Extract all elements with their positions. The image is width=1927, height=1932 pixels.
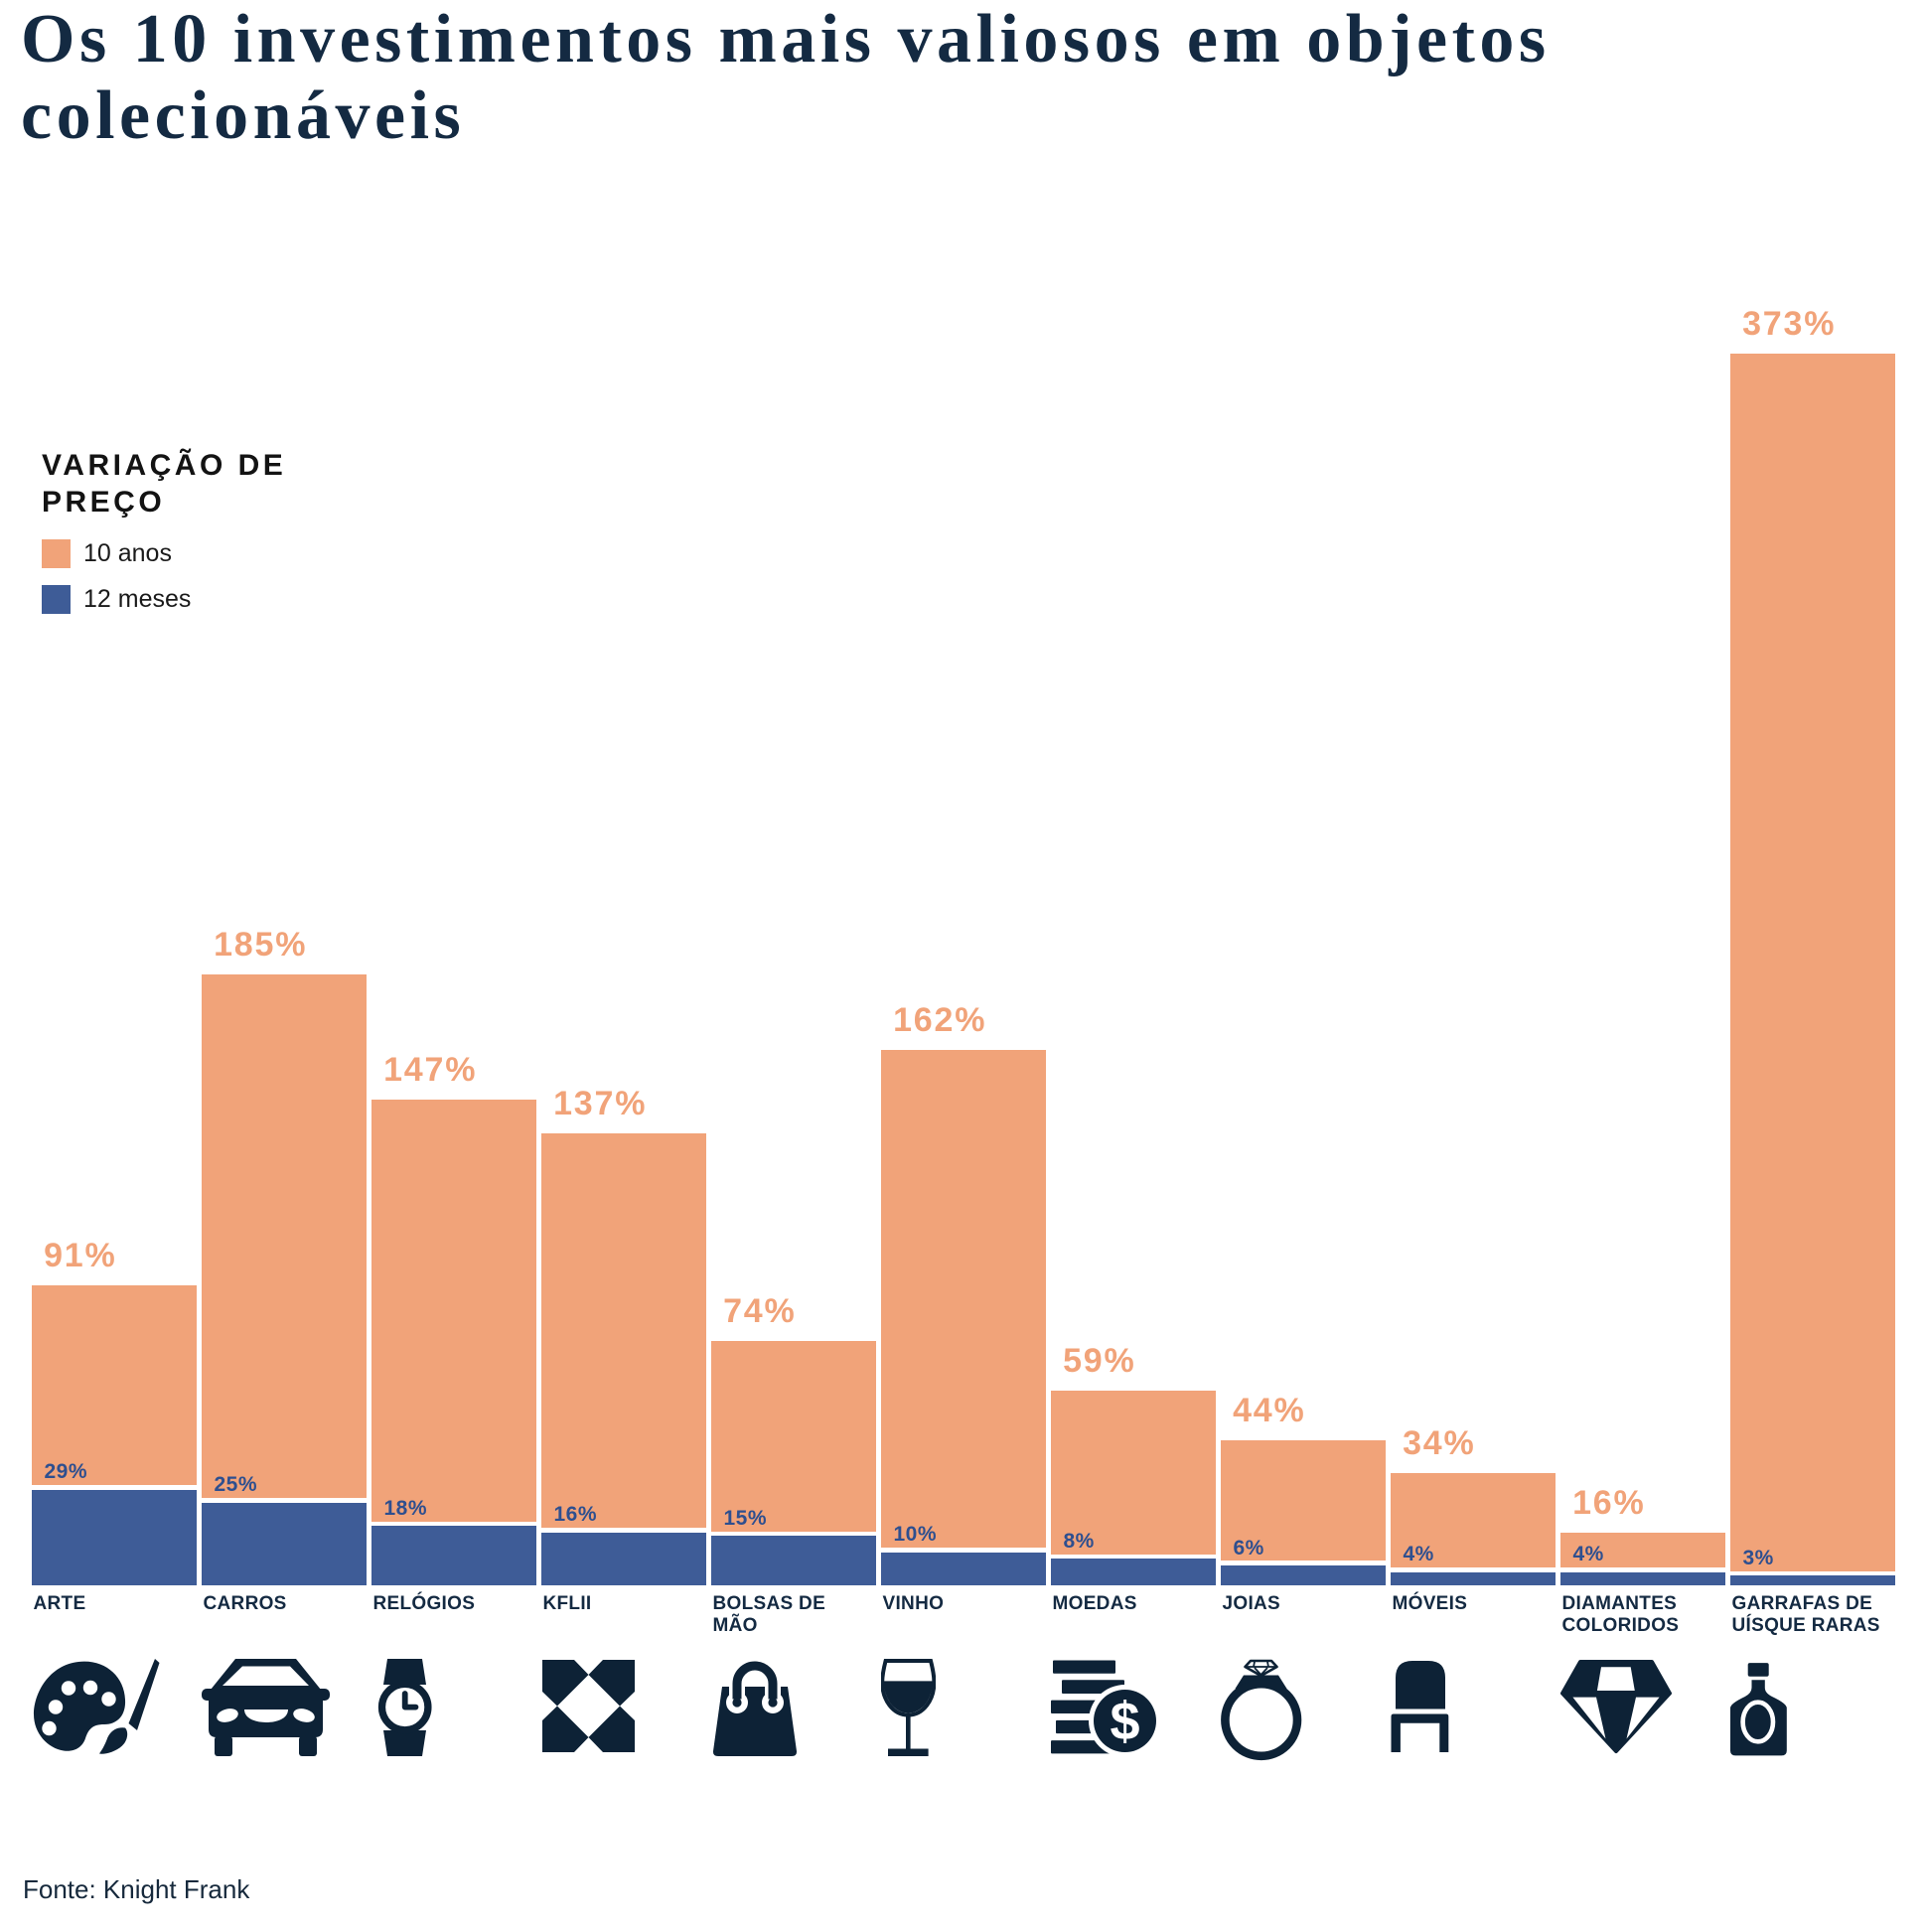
svg-text:$: $ (1110, 1692, 1139, 1751)
